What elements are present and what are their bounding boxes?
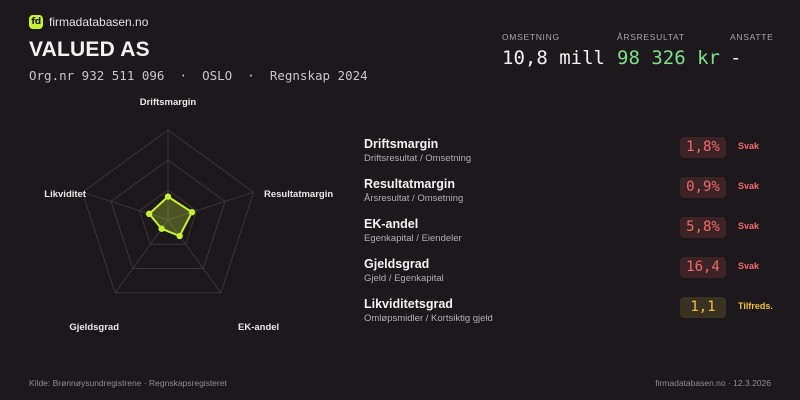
metric-formula: Egenkapital / Eiendeler — [364, 233, 462, 244]
metric-status: Svak — [738, 221, 760, 231]
radar-axis-label: Driftsmargin — [140, 97, 197, 108]
radar-axis-line — [82, 191, 169, 221]
radar-axis-line — [167, 191, 254, 221]
metric-value-badge: 0,9% — [680, 177, 726, 198]
metric-name: Driftsmargin — [364, 137, 439, 151]
metric-driftsmargin: Driftsmargin Driftsresultat / Omsetning … — [364, 137, 784, 173]
metric-value-badge: 1,8% — [680, 137, 726, 158]
stat-arsresultat: ÅRSRESULTAT 98 326 kr — [617, 32, 720, 69]
radar-grid-ring — [138, 189, 198, 245]
brand-icon: fd — [29, 15, 43, 29]
metric-value-badge: 5,8% — [680, 217, 726, 238]
company-meta: Org.nr 932 511 096 · OSLO · Regnskap 202… — [29, 68, 368, 83]
radar-score-point — [176, 232, 183, 240]
metric-status: Svak — [738, 181, 760, 191]
radar-score-point — [145, 210, 153, 218]
radar-axis-label: Resultatmargin — [264, 189, 333, 200]
metric-gjeldsgrad: Gjeldsgrad Gjeld / Egenkapital 16,4 Svak — [364, 257, 784, 293]
radar-axis-line — [167, 219, 222, 294]
radar-grid-ring — [81, 129, 255, 294]
metric-formula: Driftsresultat / Omsetning — [364, 153, 472, 164]
stat-omsetning: OMSETNING 10,8 mill — [502, 32, 605, 69]
metric-resultatmargin: Resultatmargin Årsresultat / Omsetning 0… — [364, 177, 784, 213]
stat-value: - — [730, 47, 742, 69]
footer-source: Kilde: Brønnøysundregistrene · Regnskaps… — [29, 378, 227, 388]
stat-value: 98 326 kr — [617, 47, 720, 69]
metric-formula: Årsresultat / Omsetning — [364, 193, 464, 204]
radar-axis-line — [114, 219, 169, 294]
stat-label: OMSETNING — [502, 32, 560, 42]
brand-logo: fd firmadatabasen.no — [29, 15, 148, 29]
radar-axis-label: Gjeldsgrad — [69, 322, 119, 333]
metric-value-badge: 1,1 — [680, 297, 726, 318]
metric-ek-andel: EK-andel Egenkapital / Eiendeler 5,8% Sv… — [364, 217, 784, 253]
metric-likviditetsgrad: Likviditetsgrad Omløpsmidler / Kortsikti… — [364, 297, 784, 333]
radar-score-point — [164, 193, 172, 200]
stat-label: ÅRSRESULTAT — [617, 32, 685, 42]
stat-ansatte: ANSATTE - — [730, 32, 773, 69]
metric-name: Gjeldsgrad — [364, 257, 430, 271]
stat-value: 10,8 mill — [502, 47, 605, 69]
footer-site-date: firmadatabasen.no · 12.3.2026 — [655, 378, 771, 388]
metric-name: EK-andel — [364, 217, 419, 231]
radar-score-point — [158, 225, 165, 232]
radar-axis-label: EK-andel — [238, 322, 279, 333]
metric-name: Likviditetsgrad — [364, 297, 453, 311]
radar-score-point — [188, 209, 196, 216]
metric-status: Svak — [738, 261, 760, 271]
metric-formula: Gjeld / Egenkapital — [364, 273, 444, 284]
metric-status: Svak — [738, 141, 760, 151]
metric-value-badge: 16,4 — [680, 257, 726, 278]
metric-name: Resultatmargin — [364, 177, 455, 191]
company-name: VALUED AS — [29, 38, 150, 61]
radar-axis-label: Likviditet — [44, 189, 87, 200]
metric-status: Tilfreds. — [738, 301, 773, 311]
stat-label: ANSATTE — [730, 32, 774, 42]
radar-grid-ring — [110, 159, 226, 270]
metric-formula: Omløpsmidler / Kortsiktig gjeld — [364, 313, 493, 324]
brand-name: firmadatabasen.no — [49, 15, 149, 29]
